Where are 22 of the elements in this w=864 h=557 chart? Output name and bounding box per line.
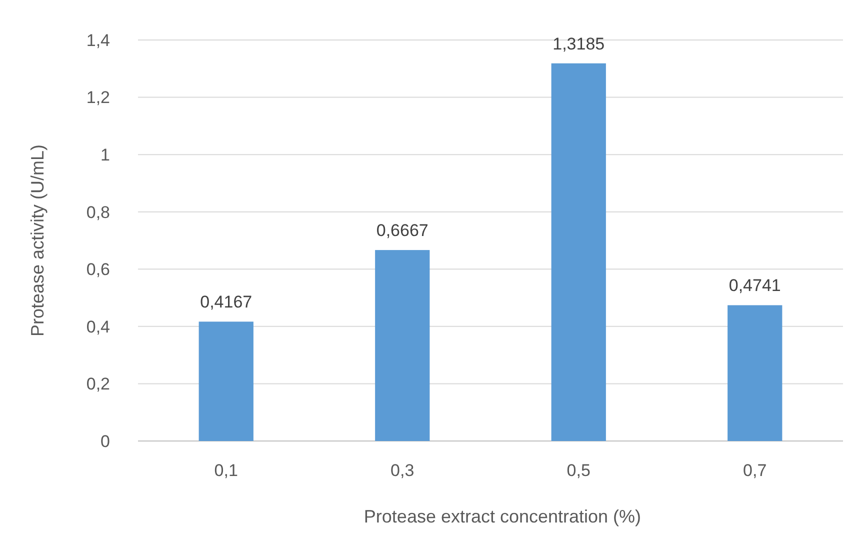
- bar: [375, 250, 430, 441]
- y-tick-label: 1,4: [86, 30, 110, 50]
- bar: [551, 63, 606, 441]
- data-label: 0,4741: [728, 276, 781, 296]
- y-tick-label: 0,6: [86, 260, 110, 280]
- data-label: 0,6667: [376, 221, 428, 240]
- y-tick-label: 0,8: [86, 202, 110, 222]
- y-tick-label: 1,2: [86, 88, 110, 108]
- y-axis-title: Protease activity (U/mL): [27, 144, 48, 337]
- x-tick-label: 0,3: [390, 460, 414, 480]
- data-label: 0,4167: [200, 292, 252, 312]
- x-tick-label: 0,7: [743, 460, 767, 480]
- y-tick-label: 0,4: [86, 317, 110, 336]
- y-tick-label: 1: [100, 146, 110, 165]
- bar: [728, 305, 782, 441]
- y-tick-label: 0: [100, 432, 110, 451]
- x-tick-label: 0,5: [566, 460, 590, 480]
- x-axis-title: Protease extract concentration (%): [364, 506, 642, 526]
- y-tick-label: 0,2: [86, 374, 110, 394]
- x-tick-label: 0,1: [214, 460, 238, 480]
- data-label: 1,3185: [552, 34, 605, 54]
- bar: [198, 322, 254, 441]
